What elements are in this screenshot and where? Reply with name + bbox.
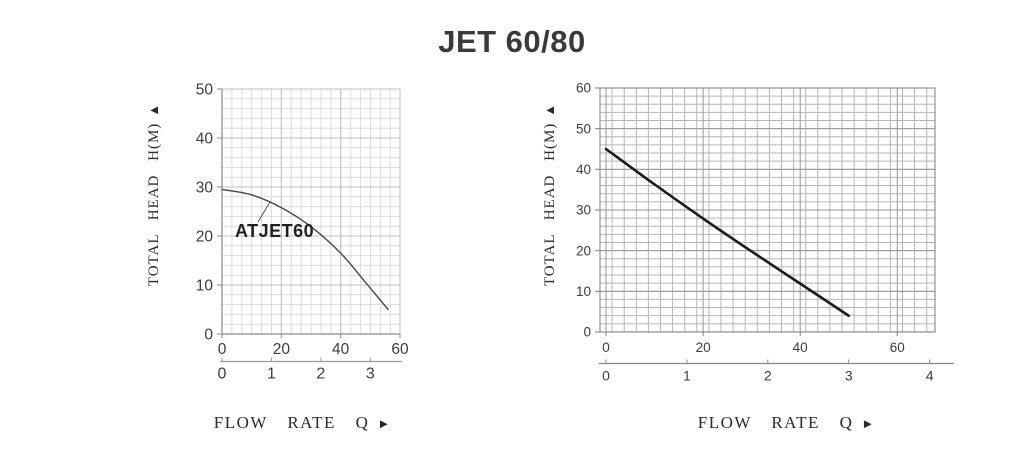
x-tick-label: 20 (696, 340, 711, 355)
y-tick-label: 50 (576, 121, 591, 136)
x-tick-label: 60 (391, 341, 409, 358)
y-tick-label: 60 (576, 81, 591, 96)
right-arrow-icon: ► (861, 416, 875, 431)
y-tick-label: 0 (204, 326, 213, 343)
x-tick-label: 0 (602, 340, 610, 355)
x2-tick-label: 1 (683, 368, 691, 384)
right-chart-y-axis-title: TOTAL HEAD H(M) ▲ (542, 95, 564, 295)
x-axis-title-text: FLOW RATE Q (697, 413, 854, 432)
y-tick-label: 50 (196, 81, 214, 98)
y-tick-label: 20 (196, 228, 214, 245)
curve-label-atjet60: ATJET60 (235, 221, 315, 241)
x-tick-label: 40 (793, 340, 808, 355)
pump-curve (221, 188, 389, 311)
x2-tick-label: 2 (764, 368, 772, 384)
y-axis-title-text: TOTAL HEAD H(M) (542, 122, 558, 287)
left-chart-y-axis-title: TOTAL HEAD H(M) ▲ (146, 95, 168, 295)
curve-label-leader (257, 201, 271, 223)
x-tick-label: 40 (332, 341, 350, 358)
right-arrow-icon: ► (377, 416, 391, 431)
right-chart-x-axis-title: FLOW RATE Q ► (676, 413, 896, 433)
x2-tick-label: 1 (267, 366, 276, 383)
up-arrow-icon: ▲ (146, 103, 161, 117)
x-tick-label: 20 (273, 341, 291, 358)
x2-tick-label: 0 (218, 366, 227, 383)
y-tick-label: 10 (196, 277, 214, 294)
page-title: JET 60/80 (438, 24, 586, 59)
up-arrow-icon: ▲ (542, 103, 557, 117)
y-tick-label: 0 (583, 325, 591, 340)
x2-tick-label: 3 (366, 366, 375, 383)
x2-tick-label: 2 (316, 366, 325, 383)
x-axis-title-text: FLOW RATE Q (213, 413, 370, 432)
left-chart-x-axis-title: FLOW RATE Q ► (192, 413, 412, 433)
y-tick-label: 10 (576, 284, 591, 299)
y-tick-label: 30 (196, 179, 214, 196)
y-tick-label: 40 (576, 162, 591, 177)
x2-tick-label: 4 (926, 368, 934, 384)
x2-tick-label: 3 (845, 368, 853, 384)
plot-border (599, 87, 936, 333)
y-tick-label: 30 (576, 203, 591, 218)
y-tick-label: 40 (196, 130, 214, 147)
x-tick-label: 60 (890, 340, 905, 355)
y-tick-label: 20 (576, 243, 591, 258)
x-tick-label: 0 (218, 341, 227, 358)
y-axis-title-text: TOTAL HEAD H(M) (146, 122, 162, 287)
pump-curve (604, 147, 851, 318)
x2-tick-label: 0 (602, 368, 610, 384)
